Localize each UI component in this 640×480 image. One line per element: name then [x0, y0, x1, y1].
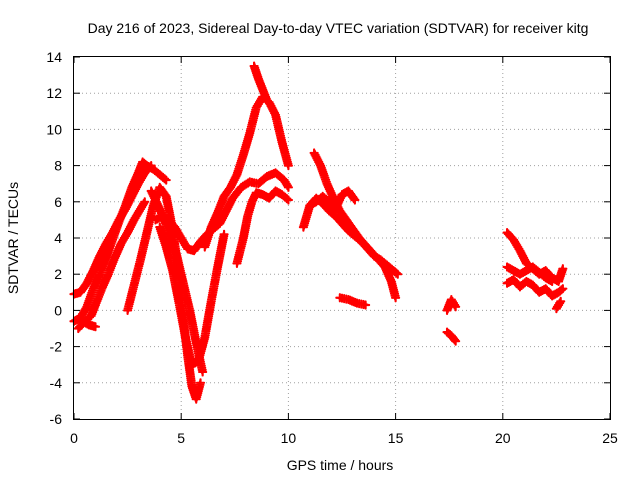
y-tick-label: -6 — [50, 411, 63, 427]
data-marks — [69, 61, 568, 404]
grid — [74, 57, 610, 419]
series-track-q — [442, 327, 461, 346]
y-tick-label: 12 — [46, 85, 62, 101]
series-track-s — [502, 275, 568, 301]
data-point — [219, 229, 229, 239]
y-tick-label: 10 — [46, 121, 62, 137]
data-point — [451, 336, 461, 346]
data-point — [547, 276, 557, 287]
data-point — [90, 322, 101, 332]
series-track-j — [232, 186, 293, 268]
data-point — [556, 296, 566, 306]
x-tick-label: 25 — [602, 430, 618, 446]
series-track-f — [146, 186, 208, 377]
data-point — [558, 284, 568, 294]
y-tick-label: -2 — [50, 339, 63, 355]
data-point — [198, 367, 208, 377]
data-point — [140, 197, 150, 207]
y-tick-label: 0 — [54, 302, 62, 318]
x-tick-label: 10 — [281, 430, 297, 446]
data-point — [558, 264, 568, 274]
data-point — [283, 161, 293, 171]
y-tick-label: 4 — [54, 230, 62, 246]
data-point — [393, 269, 403, 279]
data-point — [161, 175, 171, 185]
x-tick-label: 5 — [177, 430, 185, 446]
series-track-o — [335, 293, 371, 310]
data-point — [451, 302, 461, 312]
series-track-t — [502, 262, 557, 287]
series-track-c — [73, 197, 150, 334]
series-track-g — [155, 222, 229, 370]
x-axis-label: GPS time / hours — [287, 457, 394, 473]
y-axis-label: SDTVAR / TECUs — [5, 182, 21, 294]
series-track-m — [309, 148, 401, 303]
series-track-h — [150, 168, 293, 256]
y-tick-label: -4 — [50, 375, 63, 391]
series-track-n — [305, 186, 360, 214]
series-track-u — [551, 296, 566, 314]
y-tick-label: 2 — [54, 266, 62, 282]
series-track-p — [442, 294, 461, 315]
data-point — [262, 95, 272, 106]
series-track-d — [77, 316, 101, 332]
axis-ticks: 0 5 10 15 20 25 -6 -4 -2 0 2 4 6 8 10 12 14 — [46, 49, 618, 446]
y-tick-label: 14 — [46, 49, 62, 65]
x-tick-label: 20 — [495, 430, 511, 446]
series-track-b — [69, 161, 156, 299]
plot-frame — [73, 56, 611, 420]
data-point — [391, 293, 401, 303]
y-tick-label: 6 — [54, 194, 62, 210]
data-point — [360, 300, 371, 310]
data-point — [283, 195, 293, 205]
x-tick-label: 15 — [388, 430, 404, 446]
chart-title: Day 216 of 2023, Sidereal Day-to-day VTE… — [88, 20, 589, 36]
data-point — [283, 182, 293, 192]
x-tick-label: 0 — [70, 430, 78, 446]
y-tick-label: 8 — [54, 158, 62, 174]
data-point — [146, 161, 156, 171]
data-point — [195, 378, 206, 388]
series-track-k — [249, 61, 272, 106]
data-point — [350, 195, 360, 205]
